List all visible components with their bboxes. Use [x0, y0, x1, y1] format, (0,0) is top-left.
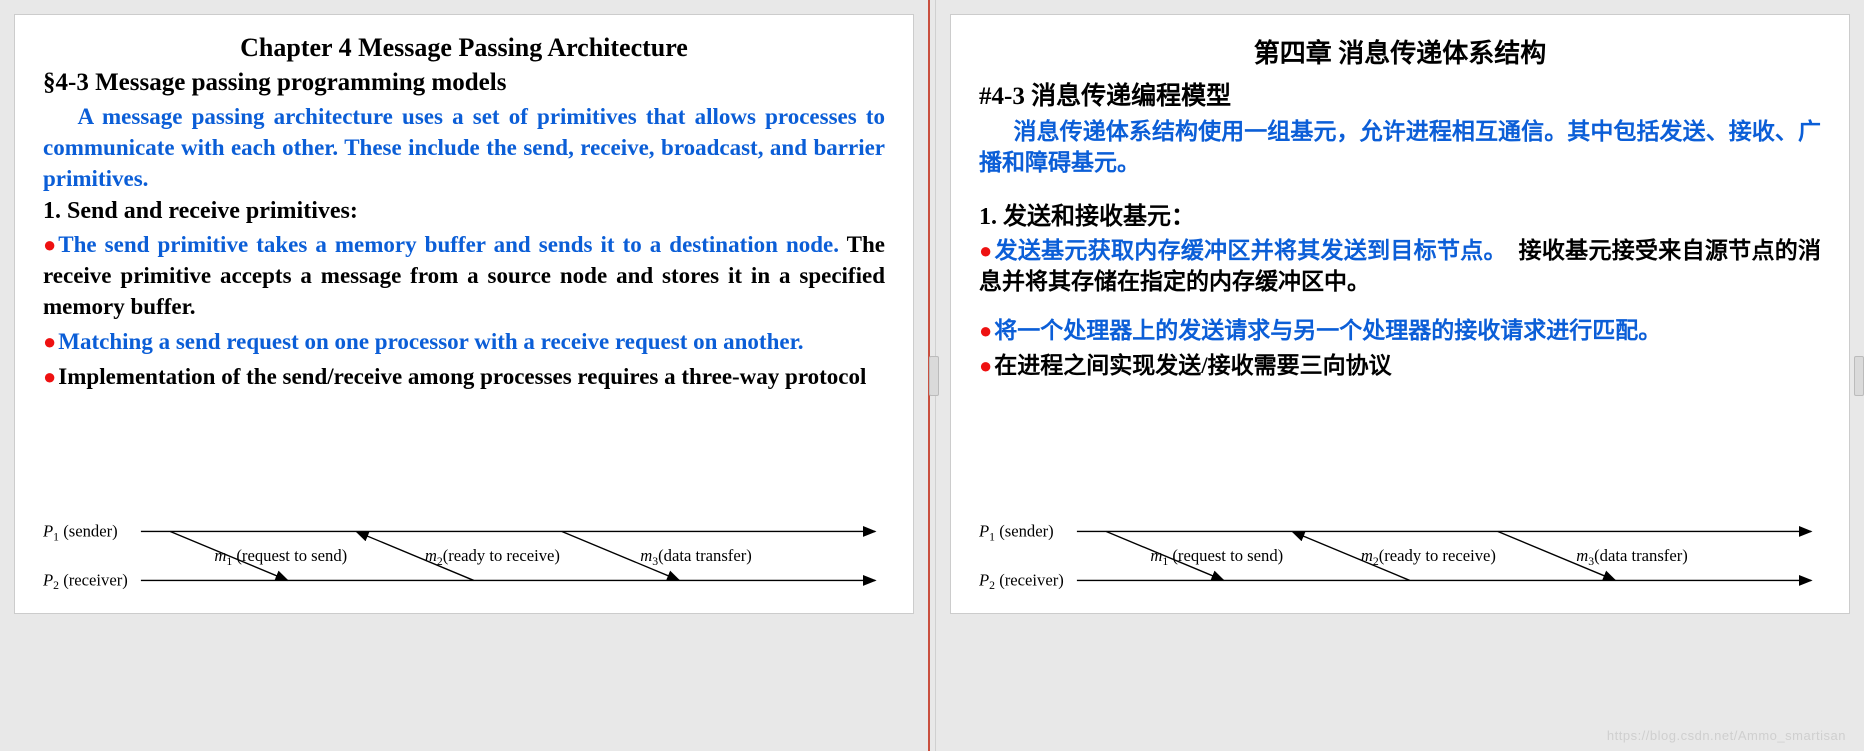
bullet-3-zh: ●在进程之间实现发送/接收需要三向协议	[979, 350, 1821, 381]
subheading-1: 1. Send and receive primitives:	[43, 198, 885, 225]
right-pane: 第四章 消息传递体系结构 #4-3 消息传递编程模型 消息传递体系结构使用一组基…	[936, 0, 1864, 751]
m3-label: m3(data transfer)	[1576, 546, 1688, 568]
bullet-3: ●Implementation of the send/receive amon…	[43, 361, 885, 392]
left-slide: Chapter 4 Message Passing Architecture §…	[14, 14, 914, 614]
scroll-handle-icon[interactable]	[1854, 356, 1864, 396]
protocol-svg: P1 (sender) P2 (receiver) m1 (request to…	[43, 509, 885, 599]
bullet-1-blue-zh: 发送基元获取内存缓冲区并将其发送到目标节点。	[994, 238, 1495, 263]
spacer	[979, 182, 1821, 196]
subheading-1-zh: 1. 发送和接收基元：	[979, 196, 1821, 231]
bullet-1-blue: The send primitive takes a memory buffer…	[58, 232, 846, 257]
bullet-2-text-zh: 将一个处理器上的发送请求与另一个处理器的接收请求进行匹配。	[994, 318, 1661, 343]
left-pane: Chapter 4 Message Passing Architecture §…	[0, 0, 928, 751]
bullet-3-text-zh: 在进程之间实现发送/接收需要三向协议	[994, 353, 1391, 378]
protocol-diagram: P1 (sender) P2 (receiver) m1 (request to…	[43, 509, 885, 599]
section-title: §4-3 Message passing programming models	[43, 69, 885, 97]
watermark-text: https://blog.csdn.net/Ammo_smartisan	[1607, 728, 1846, 743]
two-pane-container: Chapter 4 Message Passing Architecture §…	[0, 0, 1864, 751]
p2-label: P2 (receiver)	[979, 570, 1064, 592]
bullet-3-text: Implementation of the send/receive among…	[58, 364, 866, 389]
bullet-1: ●The send primitive takes a memory buffe…	[43, 229, 885, 322]
bullet-icon: ●	[979, 351, 992, 381]
bullet-icon: ●	[43, 230, 56, 260]
m1-label: m1 (request to send)	[214, 546, 347, 568]
p1-label: P1 (sender)	[43, 521, 118, 543]
bullet-2: ●Matching a send request on one processo…	[43, 326, 885, 357]
spacer	[979, 301, 1821, 315]
pane-divider[interactable]	[928, 0, 936, 751]
section-title-zh: #4-3 消息传递编程模型	[979, 76, 1821, 112]
bullet-1-zh: ●发送基元获取内存缓冲区并将其发送到目标节点。 接收基元接受来自源节点的消息并将…	[979, 235, 1821, 297]
m3-label: m3(data transfer)	[640, 546, 752, 568]
intro-paragraph-zh: 消息传递体系结构使用一组基元，允许进程相互通信。其中包括发送、接收、广播和障碍基…	[979, 116, 1821, 178]
bullet-icon: ●	[979, 316, 992, 346]
m2-label: m2(ready to receive)	[1361, 546, 1496, 568]
bullet-icon: ●	[979, 236, 992, 266]
protocol-diagram-zh: P1 (sender) P2 (receiver) m1 (request to…	[979, 509, 1821, 599]
m2-label: m2(ready to receive)	[425, 546, 560, 568]
bullet-2-text: Matching a send request on one processor…	[58, 329, 803, 354]
bullet-icon: ●	[43, 327, 56, 357]
bullet-icon: ●	[43, 362, 56, 392]
bullet-2-zh: ●将一个处理器上的发送请求与另一个处理器的接收请求进行匹配。	[979, 315, 1821, 346]
chapter-title-zh: 第四章 消息传递体系结构	[979, 33, 1821, 70]
protocol-svg-zh: P1 (sender) P2 (receiver) m1 (request to…	[979, 509, 1821, 599]
m1-label: m1 (request to send)	[1150, 546, 1283, 568]
p1-label: P1 (sender)	[979, 521, 1054, 543]
intro-paragraph: A message passing architecture uses a se…	[43, 101, 885, 194]
right-slide: 第四章 消息传递体系结构 #4-3 消息传递编程模型 消息传递体系结构使用一组基…	[950, 14, 1850, 614]
p2-label: P2 (receiver)	[43, 570, 128, 592]
chapter-title: Chapter 4 Message Passing Architecture	[43, 33, 885, 63]
